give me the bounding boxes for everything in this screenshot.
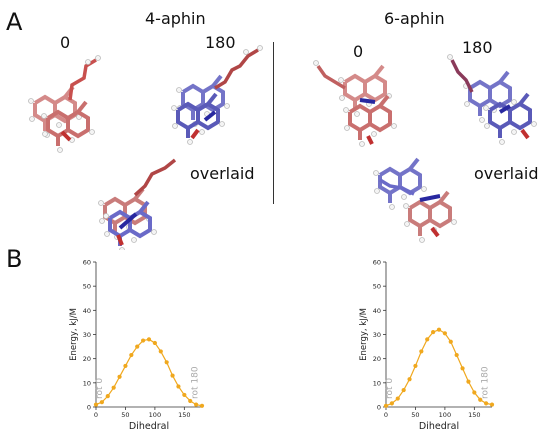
data-point xyxy=(164,360,169,365)
label-6-aphin-0: 0 xyxy=(353,42,364,61)
model-6-aphin-180 xyxy=(447,54,539,147)
y-tick-label: 20 xyxy=(373,355,381,363)
panel-b-letter: B xyxy=(6,245,23,273)
x-tick-label: 150 xyxy=(178,411,190,419)
x-tick-label: 100 xyxy=(439,411,451,419)
label-4-aphin-overlaid: overlaid xyxy=(190,164,255,183)
x-axis-label: Dihedral xyxy=(129,421,169,432)
label-6-aphin-overlaid: overlaid xyxy=(474,164,539,183)
data-point xyxy=(389,401,394,406)
energy-chart-4-aphin: 0 10 20 30 40 50 60 0 50 100 150 Dihedral Energy, kJ… xyxy=(69,259,205,432)
data-point xyxy=(194,402,199,407)
data-point xyxy=(431,329,436,335)
data-point xyxy=(489,402,495,407)
x-tick-label: 0 xyxy=(94,411,98,419)
x-tick-label: 100 xyxy=(149,411,161,419)
model-6-aphin-0 xyxy=(313,60,399,149)
x-tick-label: 0 xyxy=(384,411,388,419)
y-tick-label: 30 xyxy=(373,331,381,339)
y-tick-label: 0 xyxy=(87,404,91,412)
data-point xyxy=(158,349,163,354)
data-point xyxy=(129,352,134,358)
x-tick-label: 50 xyxy=(121,411,129,419)
data-point xyxy=(170,373,175,378)
data-point xyxy=(135,344,140,349)
y-tick-label: 30 xyxy=(83,331,91,339)
panel-a-letter: A xyxy=(6,8,23,36)
data-point xyxy=(460,366,465,371)
data-point xyxy=(93,402,99,407)
data-point xyxy=(407,377,412,382)
label-4-aphin-180: 180 xyxy=(205,33,236,52)
data-point xyxy=(472,390,477,395)
label-4-aphin-0: 0 xyxy=(60,33,71,52)
data-point xyxy=(105,394,110,399)
data-point xyxy=(199,403,205,408)
data-point xyxy=(436,327,442,332)
data-point xyxy=(395,396,400,401)
annotation-rot-180: rot 180 xyxy=(190,366,200,399)
group-divider xyxy=(273,42,274,204)
y-tick-label: 10 xyxy=(83,379,91,387)
energy-chart-6-aphin: 0 10 20 30 40 50 60 0 50 100 150 Dihedral Energy, kJ… xyxy=(359,259,495,432)
data-point xyxy=(182,392,187,398)
x-tick-label: 150 xyxy=(468,411,480,419)
data-point xyxy=(478,397,483,402)
annotation-rot-0: rot 0 xyxy=(95,378,105,399)
data-point xyxy=(383,403,389,408)
group-title-4-aphin: 4-aphin xyxy=(145,9,206,28)
y-axis-label: Energy, kJ/M xyxy=(69,308,79,361)
data-point xyxy=(123,363,128,369)
y-tick-label: 60 xyxy=(373,259,381,267)
data-point xyxy=(419,349,424,354)
y-tick-label: 50 xyxy=(373,283,381,291)
x-axis-label: Dihedral xyxy=(419,421,459,432)
data-point xyxy=(117,374,122,379)
data-point xyxy=(176,384,181,389)
annotation-rot-0: rot 0 xyxy=(385,378,395,399)
y-tick-label: 20 xyxy=(83,355,91,363)
data-point xyxy=(99,400,104,405)
group-title-6-aphin: 6-aphin xyxy=(384,9,445,28)
y-tick-label: 40 xyxy=(373,307,381,315)
annotation-rot-180: rot 180 xyxy=(480,366,490,399)
model-4-aphin-overlaid xyxy=(96,158,177,250)
y-tick-label: 50 xyxy=(83,283,91,291)
y-axis-label: Energy, kJ/M xyxy=(359,308,369,361)
model-6-aphin-overlaid xyxy=(371,157,459,245)
data-point xyxy=(401,387,406,393)
data-point xyxy=(466,379,471,384)
energy-curve xyxy=(385,328,493,407)
y-tick-label: 10 xyxy=(373,379,381,387)
data-point xyxy=(141,338,146,343)
label-6-aphin-180: 180 xyxy=(462,38,493,57)
y-tick-label: 60 xyxy=(83,259,91,267)
y-tick-label: 40 xyxy=(83,307,91,315)
data-point xyxy=(454,352,459,358)
data-point xyxy=(111,385,116,390)
y-tick-label: 0 xyxy=(377,404,381,412)
data-point xyxy=(413,363,418,369)
x-tick-label: 50 xyxy=(411,411,419,419)
data-point xyxy=(484,401,489,406)
data-point xyxy=(448,339,453,344)
data-point xyxy=(425,337,430,342)
model-4-aphin-180 xyxy=(169,45,263,147)
data-point xyxy=(152,340,157,346)
data-point xyxy=(146,337,152,342)
data-point xyxy=(442,331,447,336)
molecule-models xyxy=(26,45,539,250)
model-4-aphin-0 xyxy=(26,55,101,155)
data-point xyxy=(188,398,193,404)
